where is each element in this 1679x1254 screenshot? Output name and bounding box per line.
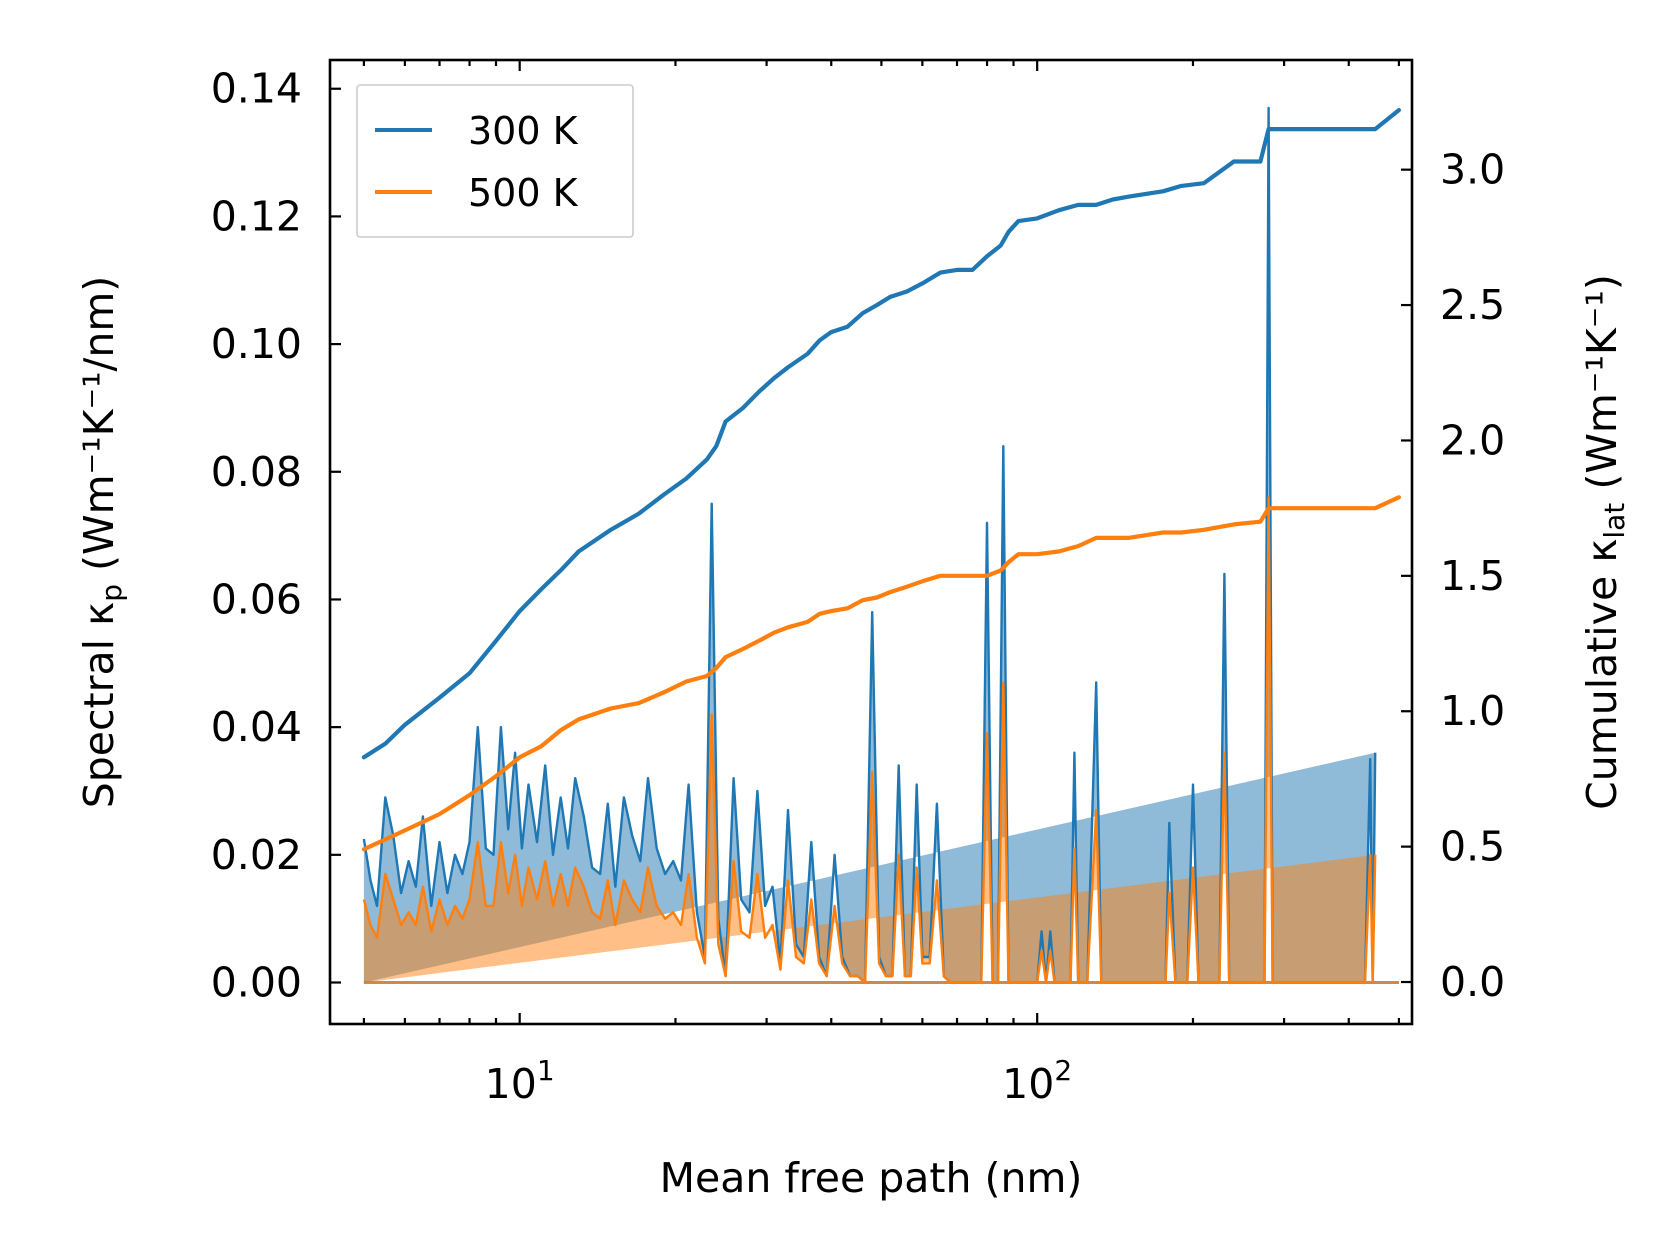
spectral-line-500k (362, 496, 1377, 984)
plot-frame (328, 58, 1414, 1026)
right-y-tick-label: 0.0 (1440, 958, 1505, 1006)
legend-label-500k: 500 K (468, 171, 579, 215)
left-y-tick-label: 0.06 (211, 575, 302, 623)
x-tick-label: 101 (485, 1054, 555, 1108)
left-y-tick-label: 0.04 (211, 703, 302, 751)
right-y-tick-label: 2.5 (1440, 281, 1505, 329)
right-y-tick-label: 1.5 (1440, 552, 1505, 600)
x-axis-label: Mean free path (nm) (660, 1154, 1083, 1202)
left-y-tick-label: 0.14 (211, 65, 302, 113)
right-y-label-main: Cumulative κ (1578, 539, 1626, 810)
left-y-tick-label: 0.10 (211, 320, 302, 368)
right-y-axis-label: Cumulative κlat (Wm⁻¹K⁻¹) (1578, 274, 1631, 810)
left-y-axis-label: Spectral κp (Wm⁻¹K⁻¹/nm) (75, 276, 128, 809)
right-y-tick-label: 0.5 (1440, 823, 1505, 871)
right-y-label-unit: (Wm⁻¹K⁻¹) (1578, 274, 1626, 490)
right-y-label-subscript: lat (1598, 503, 1631, 539)
left-y-tick-label: 0.12 (211, 192, 302, 240)
cumulative-line-500k (361, 495, 1402, 852)
left-y-label-main: Spectral κ (75, 602, 123, 808)
tick-layer: 0.00 0.02 0.04 0.06 0.08 0.10 0.12 0.14 0.0 0.5 1.… (211, 60, 1505, 1108)
spectral-line-layer (362, 106, 1399, 984)
right-y-tick-label: 2.0 (1440, 416, 1505, 464)
x-tick-label: 102 (1002, 1054, 1072, 1108)
right-y-tick-label: 1.0 (1440, 687, 1505, 735)
cumulative-line-layer (361, 107, 1402, 852)
legend-box (356, 84, 634, 238)
right-y-tick-label: 3.0 (1440, 146, 1505, 194)
left-y-tick-label: 0.02 (211, 831, 302, 879)
left-y-label-unit: (Wm⁻¹K⁻¹/nm) (75, 276, 123, 571)
left-y-label-subscript: p (95, 584, 128, 602)
legend: 300 K 500 K (356, 84, 634, 238)
cumulative-line-300k (361, 107, 1402, 760)
left-y-tick-label: 0.00 (211, 959, 302, 1007)
left-y-tick-label: 0.08 (211, 448, 302, 496)
legend-label-300k: 300 K (468, 109, 579, 153)
